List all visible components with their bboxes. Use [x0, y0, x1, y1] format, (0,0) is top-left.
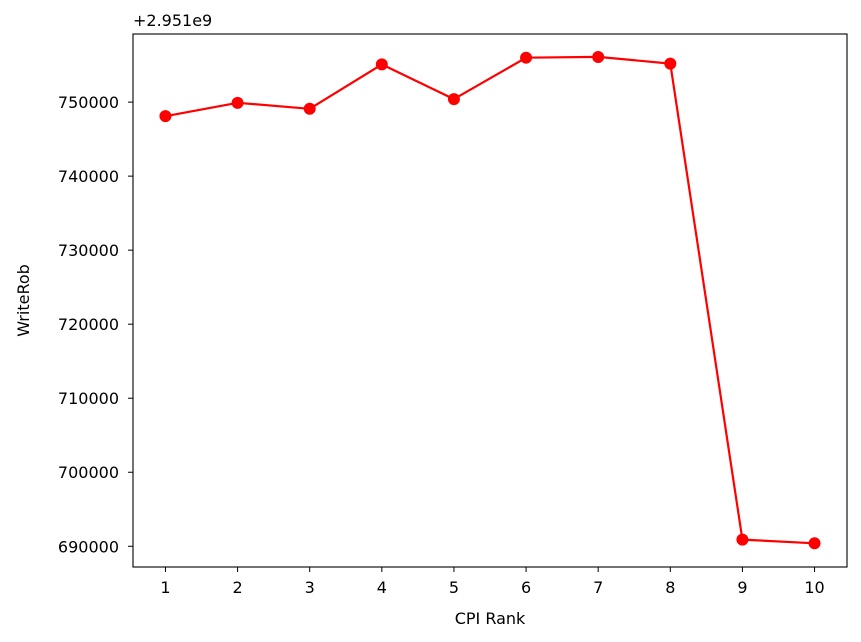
x-tick-label: 8 [665, 578, 675, 597]
data-point [447, 93, 460, 106]
x-tick-label: 6 [521, 578, 531, 597]
x-tick-label: 9 [737, 578, 747, 597]
data-point [664, 57, 677, 70]
x-axis-label: CPI Rank [455, 609, 526, 628]
x-tick-label: 5 [449, 578, 459, 597]
data-point [303, 102, 316, 115]
y-tick-label: 710000 [58, 389, 119, 408]
x-tick-label: 7 [593, 578, 603, 597]
y-offset-label: +2.951e9 [133, 11, 212, 30]
y-tick-label: 750000 [58, 93, 119, 112]
data-point [231, 96, 244, 109]
x-tick-label: 10 [804, 578, 824, 597]
y-tick-label: 700000 [58, 463, 119, 482]
data-point [520, 51, 533, 64]
x-tick-label: 3 [305, 578, 315, 597]
series-layer [159, 50, 821, 550]
y-axis-label: WriteRob [14, 264, 33, 337]
plot-frame [132, 33, 848, 568]
data-point [736, 533, 749, 546]
x-tick-label: 1 [160, 578, 170, 597]
data-point [592, 50, 605, 63]
data-point [375, 58, 388, 71]
y-tick-label: 740000 [58, 167, 119, 186]
x-tick-label: 4 [377, 578, 387, 597]
series-line [165, 55, 815, 545]
x-axis-ticks: 1 2 3 4 5 6 7 8 9 10 [160, 567, 825, 597]
y-tick-label: 720000 [58, 315, 119, 334]
y-tick-label: 690000 [58, 537, 119, 556]
y-axis-ticks: 690000 700000 710000 720000 730000 740000 7500… [58, 93, 133, 556]
data-point [159, 110, 172, 123]
y-tick-label: 730000 [58, 241, 119, 260]
x-tick-label: 2 [232, 578, 242, 597]
data-point [808, 537, 821, 550]
